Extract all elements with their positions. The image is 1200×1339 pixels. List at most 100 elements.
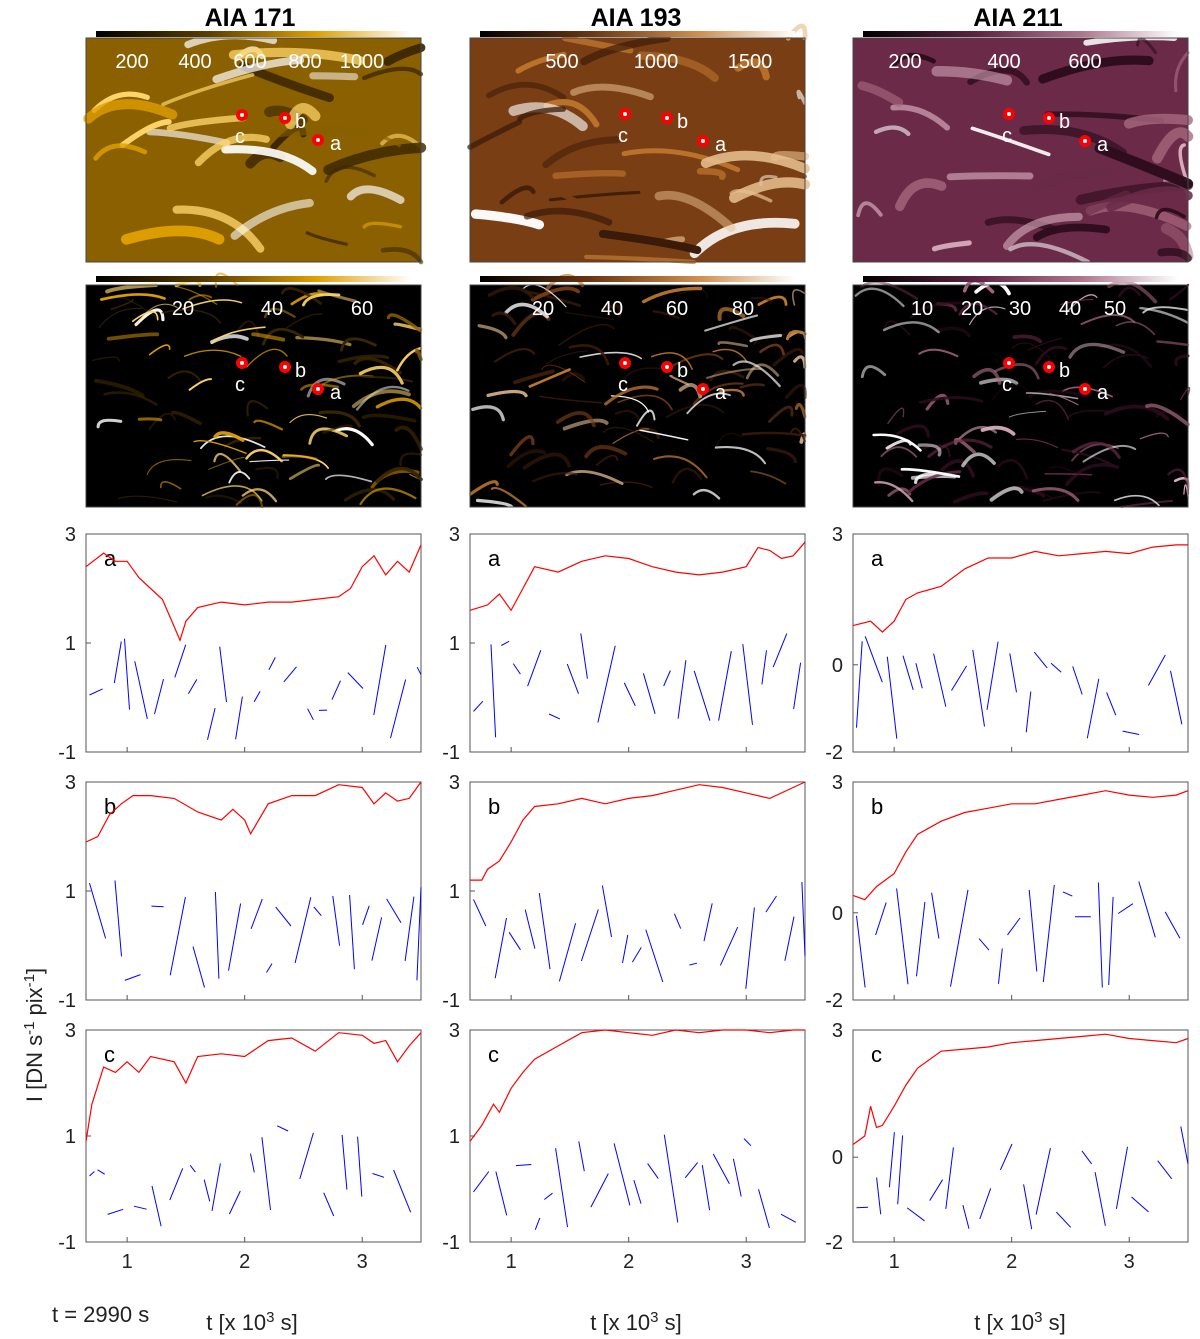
marker-center <box>623 361 627 365</box>
colorbar-tick-label: 80 <box>732 298 754 320</box>
residual-segment <box>897 1135 904 1205</box>
residual-segment <box>580 633 588 679</box>
loop-streak <box>318 410 361 428</box>
x-tick-label: 2 <box>239 1251 250 1273</box>
residual-segment <box>124 638 130 710</box>
image-frame <box>469 37 806 263</box>
loop-streak <box>954 425 998 444</box>
loop-streak <box>1080 314 1136 326</box>
loop-streak <box>146 459 192 475</box>
loop-streak <box>709 369 745 382</box>
loop-streak <box>1179 387 1191 401</box>
residual-segment <box>915 663 923 689</box>
loop-streak <box>739 383 765 389</box>
loop-streak <box>280 286 323 305</box>
colorbar-tick-label: 20 <box>961 298 983 320</box>
residual-segment <box>473 1171 490 1193</box>
loop-streak <box>228 47 365 66</box>
loop-streak <box>792 289 806 306</box>
loop-streak <box>1168 283 1190 301</box>
loop-streak <box>989 486 1024 502</box>
point-label-c: c <box>618 125 628 147</box>
loop-streak <box>671 467 703 484</box>
loop-streak <box>1075 180 1193 205</box>
loop-streak <box>1042 491 1101 502</box>
residual-segment <box>1081 1150 1093 1165</box>
residual-segment <box>896 888 909 985</box>
residual-segment <box>566 663 579 694</box>
loop-streak <box>517 106 566 122</box>
loop-streak <box>874 481 914 503</box>
residual-segment <box>772 633 788 668</box>
loop-streak <box>237 320 260 337</box>
residual-segment <box>1009 653 1017 693</box>
loop-streak <box>653 455 708 479</box>
loop-streak <box>877 467 904 486</box>
loop-streak <box>617 394 673 411</box>
loop-streak <box>531 471 578 483</box>
loop-streak <box>117 495 178 503</box>
loop-streak <box>1031 487 1080 502</box>
residual-segment <box>134 661 148 720</box>
loop-streak <box>997 458 1029 480</box>
point-label-b: b <box>677 111 688 133</box>
loop-streak <box>94 378 145 398</box>
marker-center <box>240 113 244 117</box>
y-tick-label: 0 <box>832 655 843 677</box>
y-tick-label: 0 <box>832 1147 843 1169</box>
loop-streak <box>323 142 427 175</box>
loop-streak <box>918 348 959 358</box>
loop-streak <box>558 323 615 346</box>
y-tick-label: 3 <box>65 1020 76 1042</box>
residual-segment <box>916 901 926 977</box>
marker-center <box>623 112 627 116</box>
loop-streak <box>946 172 1034 181</box>
residual-segment <box>876 1177 882 1215</box>
loop-streak <box>1118 286 1141 298</box>
loop-streak <box>729 177 811 203</box>
colorbar-tick-label: 400 <box>987 51 1020 73</box>
panel-letter: b <box>488 794 500 819</box>
loop-streak <box>494 347 536 363</box>
y-tick-label: 1 <box>449 881 460 903</box>
loop-streak <box>504 302 549 319</box>
y-tick-label: 1 <box>449 633 460 655</box>
loop-streak <box>469 480 499 496</box>
loop-streak <box>705 368 762 379</box>
loop-streak <box>106 332 160 341</box>
loop-streak <box>1174 354 1190 367</box>
loop-streak <box>235 493 264 509</box>
point-label-b: b <box>1059 111 1070 133</box>
point-label-b: b <box>295 360 306 382</box>
point-label-a: a <box>1097 134 1109 156</box>
loop-streak <box>255 466 279 480</box>
marker-center <box>665 116 669 120</box>
loop-streak <box>993 363 1040 380</box>
x-tick-label: 3 <box>357 1251 368 1273</box>
image-panel-2-2: 20 40 60 80 a b c <box>469 274 807 509</box>
loop-streak <box>375 466 423 483</box>
loop-streak <box>650 352 693 370</box>
residual-segment <box>673 913 682 929</box>
panel-letter: b <box>104 794 116 819</box>
residual-segment <box>590 1173 609 1208</box>
loop-streak <box>335 427 374 447</box>
residual-segment <box>645 929 664 983</box>
panel-letter: c <box>871 1042 882 1067</box>
loop-streak <box>1115 321 1156 336</box>
loop-streak <box>201 485 263 502</box>
header-aia211: AIA 211 <box>973 4 1063 32</box>
residual-segment <box>663 670 671 687</box>
loop-streak <box>958 302 998 316</box>
loop-streak <box>200 435 266 450</box>
y-tick-label: 0 <box>832 903 843 925</box>
residual-segment <box>742 644 753 725</box>
panel-letter: a <box>871 546 884 571</box>
residual-segment <box>647 1163 659 1179</box>
loop-streak <box>213 452 242 473</box>
residual-segment <box>712 1153 730 1185</box>
plot-frame <box>85 533 422 753</box>
loop-streak <box>604 385 659 406</box>
loop-streak <box>854 287 905 308</box>
